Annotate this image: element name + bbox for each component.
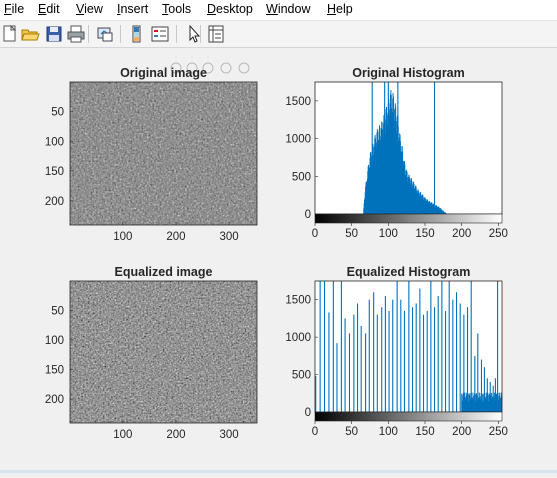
- menu-window[interactable]: Window: [266, 2, 311, 16]
- image-2-pixels: [70, 281, 257, 423]
- insert-legend-icon[interactable]: [150, 24, 170, 44]
- y-tick-label: 100: [45, 335, 64, 347]
- x-tick-label: 250: [489, 426, 508, 438]
- pan-icon[interactable]: [238, 62, 250, 74]
- toolbar-separator: [200, 25, 201, 43]
- histogram-1-colorbar: [314, 213, 503, 224]
- toolbar-separator: [88, 25, 89, 43]
- data-cursor-icon[interactable]: [186, 62, 198, 74]
- y-tick-label: 0: [305, 407, 311, 419]
- x-tick-label: 100: [113, 429, 132, 441]
- toolbar-separator: [176, 25, 177, 43]
- image-1-frame: [69, 81, 258, 226]
- y-tick-label: 50: [51, 106, 64, 118]
- y-tick-label: 500: [292, 171, 311, 183]
- y-tick-label: 1500: [285, 96, 311, 108]
- image-2-title: Equalized image: [115, 265, 213, 279]
- histogram-2-title: Equalized Histogram: [347, 265, 471, 279]
- save-icon[interactable]: [44, 24, 64, 44]
- new-figure-icon[interactable]: [0, 24, 20, 44]
- x-tick-label: 100: [379, 228, 398, 240]
- x-tick-label: 300: [220, 429, 239, 441]
- y-tick-label: 1000: [285, 332, 311, 344]
- window-bottom-edge: [0, 470, 557, 473]
- y-tick-label: 50: [51, 305, 64, 317]
- menu-help[interactable]: Help: [327, 2, 353, 16]
- image-1-pixels: [70, 82, 257, 225]
- menu-bar: File Edit View Insert Tools Desktop Window Help: [0, 0, 557, 21]
- figure-plot-area: Original image 100 200 300 50 100 150 200 Origin…: [45, 62, 508, 441]
- x-tick-label: 150: [415, 426, 434, 438]
- x-tick-label: 300: [220, 231, 239, 243]
- x-tick-label: 150: [415, 228, 434, 240]
- y-tick-label: 1000: [285, 134, 311, 146]
- x-tick-label: 200: [166, 231, 185, 243]
- histogram-2-colorbar: [314, 411, 503, 422]
- x-tick-label: 200: [166, 429, 185, 441]
- x-tick-label: 250: [489, 228, 508, 240]
- zoom-in-icon[interactable]: [202, 62, 214, 74]
- figure-canvas: Original image 100 200 300 50 100 150 200 Origin…: [0, 48, 557, 473]
- print-icon[interactable]: [66, 24, 86, 44]
- menu-desktop[interactable]: Desktop: [207, 2, 253, 16]
- menu-edit[interactable]: Edit: [38, 2, 60, 16]
- image-1-title: Original image: [120, 66, 207, 80]
- histogram-1-title: Original Histogram: [352, 66, 465, 80]
- y-tick-label: 200: [45, 394, 64, 406]
- property-inspector-icon[interactable]: [206, 24, 226, 44]
- open-file-icon[interactable]: [20, 24, 40, 44]
- x-tick-label: 50: [345, 228, 358, 240]
- y-tick-label: 500: [292, 370, 311, 382]
- menu-view[interactable]: View: [76, 2, 103, 16]
- x-tick-label: 200: [452, 426, 471, 438]
- x-tick-label: 0: [312, 228, 318, 240]
- x-tick-label: 50: [345, 426, 358, 438]
- menu-insert[interactable]: Insert: [117, 2, 149, 16]
- brush-icon[interactable]: [170, 62, 182, 74]
- y-tick-label: 150: [45, 166, 64, 178]
- edit-plot-icon[interactable]: [184, 24, 204, 44]
- menu-file[interactable]: File: [4, 2, 25, 16]
- y-tick-label: 100: [45, 136, 64, 148]
- x-tick-label: 0: [312, 426, 318, 438]
- y-tick-label: 200: [45, 196, 64, 208]
- y-tick-label: 1500: [285, 295, 311, 307]
- insert-colorbar-icon[interactable]: [127, 24, 147, 44]
- x-tick-label: 100: [379, 426, 398, 438]
- y-tick-label: 150: [45, 364, 64, 376]
- x-tick-label: 200: [452, 228, 471, 240]
- x-tick-label: 100: [113, 231, 132, 243]
- image-2-frame: [69, 280, 258, 424]
- zoom-out-icon[interactable]: [220, 62, 232, 74]
- link-plot-icon[interactable]: [95, 24, 115, 44]
- y-tick-label: 0: [305, 209, 311, 221]
- toolbar-separator: [120, 25, 121, 43]
- figure-toolbar: [0, 21, 557, 48]
- menu-tools[interactable]: Tools: [162, 2, 192, 16]
